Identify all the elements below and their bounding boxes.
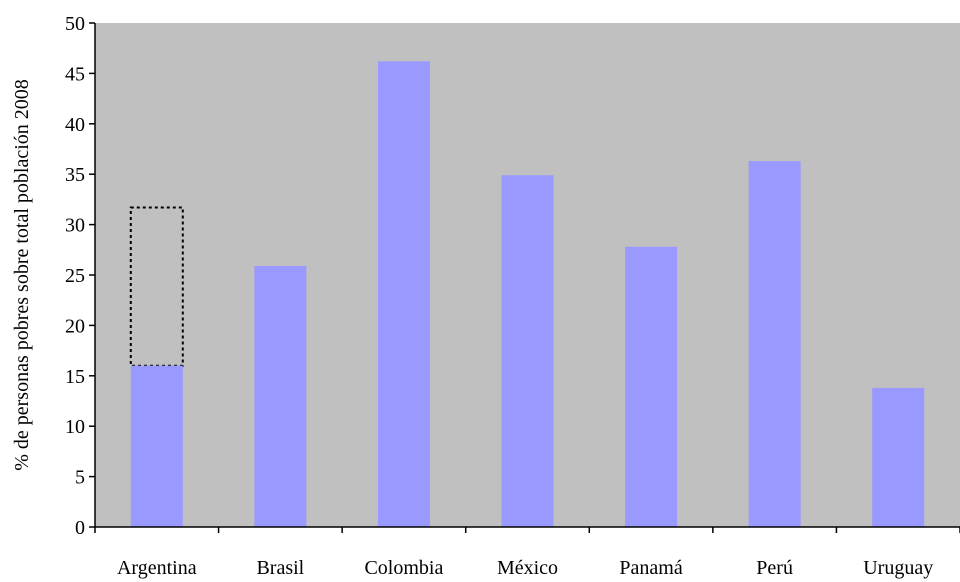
y-tick-label: 20 [65, 315, 85, 337]
bar-colombia [377, 61, 430, 527]
bars-layer [130, 61, 925, 527]
x-category-label: Panamá [619, 557, 682, 579]
x-category-label: México [497, 557, 558, 579]
y-tick-label: 5 [75, 467, 85, 489]
y-tick-label: 0 [75, 517, 85, 539]
x-ticks-layer: Argentina Brasil Colombia México Panamá Perú U… [94, 527, 960, 579]
y-tick-label: 45 [65, 63, 85, 85]
y-tick-label: 50 [65, 13, 85, 35]
y-axis-label: % de personas pobres sobre total poblaci… [11, 79, 33, 471]
bar-uruguay [872, 387, 925, 527]
y-tick-label: 15 [65, 366, 85, 388]
bar-brasil [254, 265, 307, 527]
y-tick-label: 30 [65, 215, 85, 237]
x-category-label: Perú [756, 557, 793, 579]
x-category-label: Argentina [117, 557, 197, 579]
x-category-label: Colombia [364, 557, 443, 579]
y-tick-label: 40 [65, 114, 85, 136]
x-category-label: Brasil [256, 557, 304, 579]
y-tick-label: 35 [65, 164, 85, 186]
y-tick-label: 25 [65, 265, 85, 287]
bar-panamá [625, 246, 678, 527]
bar-argentina [130, 365, 183, 527]
y-tick-label: 10 [65, 416, 85, 438]
x-category-label: Uruguay [863, 557, 933, 579]
y-ticks-layer: 0 5 10 15 20 25 30 35 40 45 50 [65, 13, 95, 539]
bar-perú [748, 161, 801, 527]
bar-méxico [501, 175, 554, 527]
